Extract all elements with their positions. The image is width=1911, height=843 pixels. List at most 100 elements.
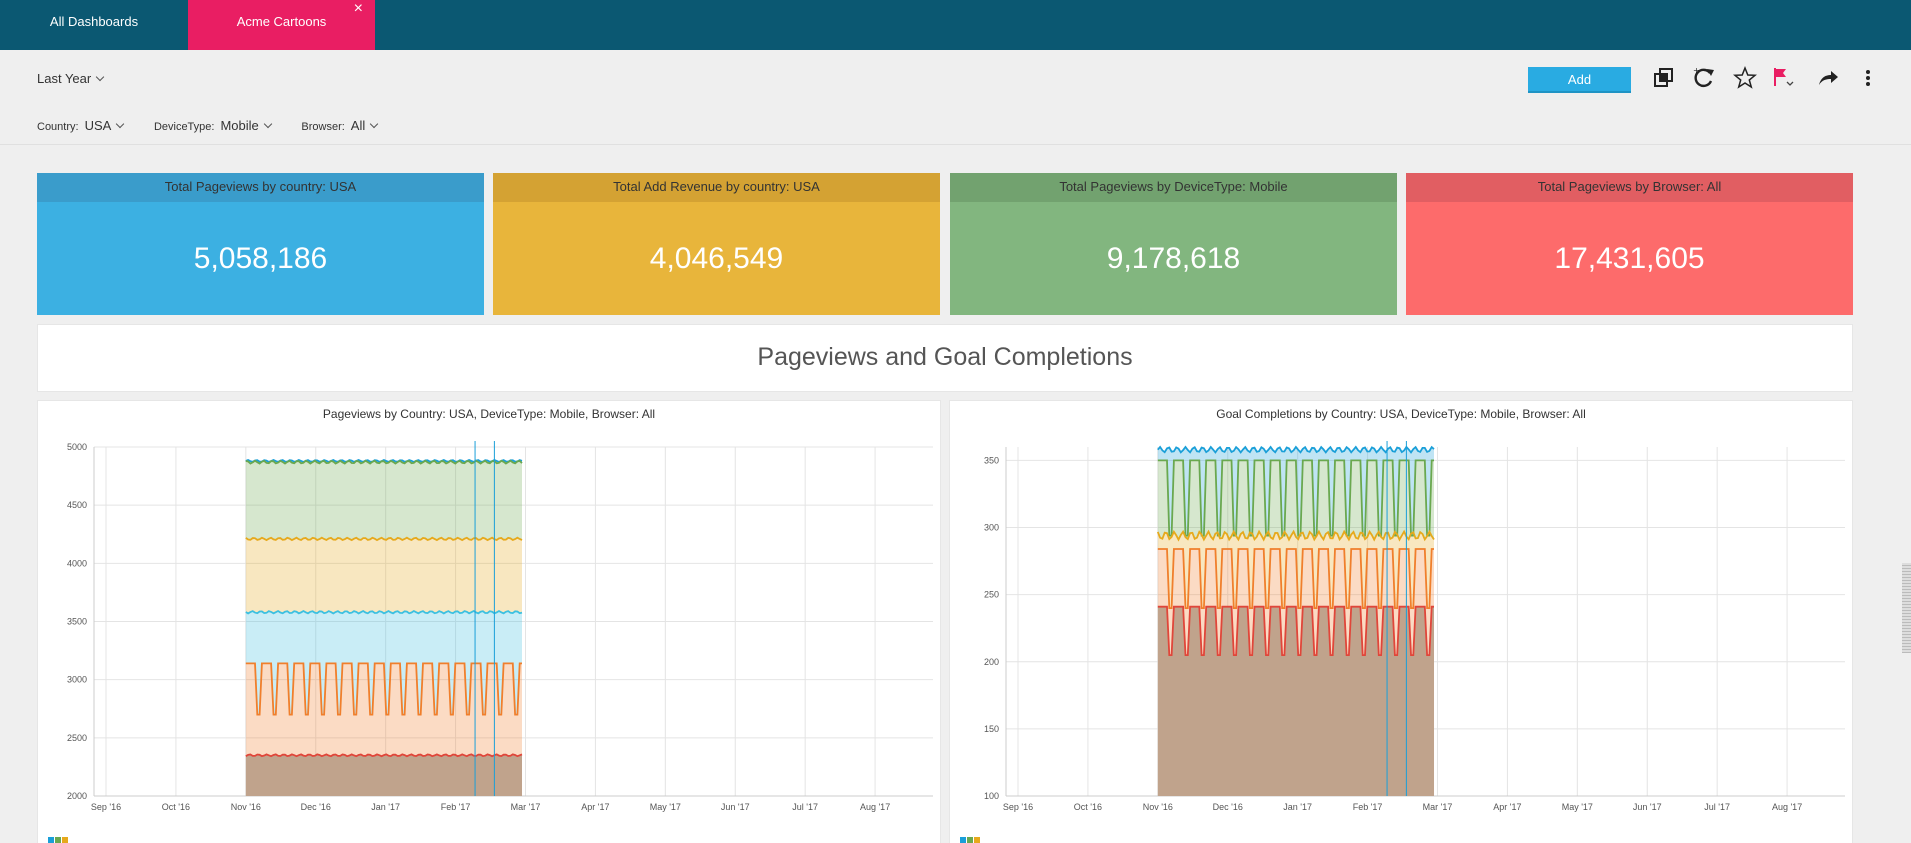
kpi-tile[interactable]: Total Pageviews by Browser: All 17,431,6… xyxy=(1406,173,1853,315)
filter-label: Country: xyxy=(37,121,79,133)
series-line xyxy=(245,536,523,542)
kpi-value: 5,058,186 xyxy=(193,242,328,275)
x-tick-label: Jul '17 xyxy=(1704,802,1730,812)
y-tick-label: 2000 xyxy=(67,791,87,801)
chart-plot: 350 300 250 200 150 100 Sep '16 Oct '16 Nov '16 D… xyxy=(984,441,1845,812)
series-line xyxy=(245,753,523,758)
filter-value: USA xyxy=(84,118,112,133)
kpi-title: Total Pageviews by DeviceType: Mobile xyxy=(950,173,1397,202)
kpi-value: 17,431,605 xyxy=(1554,242,1705,275)
x-tick-label: Oct '16 xyxy=(1074,802,1102,812)
series-area xyxy=(245,663,523,757)
y-tick-label: 350 xyxy=(984,455,999,465)
chart-title: Goal Completions by Country: USA, Device… xyxy=(1216,407,1586,421)
chevron-down-icon xyxy=(263,119,273,129)
y-tick-label: 150 xyxy=(984,724,999,734)
x-tick-label: May '17 xyxy=(650,802,681,812)
refresh-icon[interactable]: + xyxy=(1690,64,1718,92)
series-line xyxy=(1157,445,1435,454)
series-area xyxy=(1157,606,1435,796)
period-dropdown[interactable]: Last Year xyxy=(37,71,105,86)
copy-dashboard-icon[interactable] xyxy=(1650,64,1678,92)
close-icon[interactable]: × xyxy=(353,0,363,17)
series-line xyxy=(1157,548,1434,609)
chart-plot: 5000 4500 4000 3500 3000 2500 2000 Sep '16 Oct '… xyxy=(67,441,933,812)
legend-icon[interactable] xyxy=(48,837,68,843)
x-tick-label: Dec '16 xyxy=(301,802,331,812)
chevron-down-icon xyxy=(95,72,105,82)
series-line xyxy=(245,459,523,465)
y-tick-label: 250 xyxy=(984,590,999,600)
x-tick-label: Jun '17 xyxy=(1633,802,1662,812)
kpi-value: 9,178,618 xyxy=(1106,242,1241,275)
series-line xyxy=(245,609,523,615)
more-options-icon[interactable] xyxy=(1854,64,1882,92)
flag-icon[interactable] xyxy=(1769,64,1797,92)
section-header: Pageviews and Goal Completions xyxy=(37,324,1853,392)
add-button[interactable]: Add xyxy=(1528,67,1631,93)
filter-label: DeviceType: xyxy=(153,121,215,133)
filter-browser[interactable]: Browser: All xyxy=(301,118,379,133)
legend-icon[interactable] xyxy=(960,837,980,843)
dashboard-toolbar: Last Year Country: USA DeviceType: Mobile … xyxy=(0,50,1911,145)
y-tick-label: 2500 xyxy=(67,733,87,743)
x-tick-label: Jun '17 xyxy=(721,802,750,812)
x-tick-label: Jul '17 xyxy=(792,802,818,812)
series-line xyxy=(245,662,522,716)
x-tick-label: Dec '16 xyxy=(1213,802,1243,812)
series-line xyxy=(1157,605,1434,656)
kpi-tile[interactable]: Total Pageviews by country: USA 5,058,18… xyxy=(37,173,484,315)
y-tick-label: 200 xyxy=(984,657,999,667)
kpi-title: Total Pageviews by country: USA xyxy=(37,173,484,202)
tab-all-dashboards[interactable]: All Dashboards xyxy=(0,0,188,50)
y-tick-label: 5000 xyxy=(67,442,87,452)
y-tick-label: 3500 xyxy=(67,617,87,627)
filter-value: Mobile xyxy=(220,118,259,133)
kpi-value: 4,046,549 xyxy=(649,242,784,275)
share-icon[interactable] xyxy=(1814,64,1842,92)
filter-devicetype[interactable]: DeviceType: Mobile xyxy=(153,118,273,133)
x-tick-label: Jan '17 xyxy=(1283,802,1312,812)
x-tick-label: Sep '16 xyxy=(91,802,121,812)
tab-label: Acme Cartoons xyxy=(236,14,327,29)
x-tick-label: Nov '16 xyxy=(231,802,261,812)
x-tick-label: May '17 xyxy=(1562,802,1593,812)
x-tick-label: Aug '17 xyxy=(860,802,890,812)
filter-label: Browser: xyxy=(301,121,345,133)
x-tick-label: Jan '17 xyxy=(371,802,400,812)
x-tick-label: Feb '17 xyxy=(1353,802,1383,812)
series-area xyxy=(245,460,523,541)
goal-completions-chart[interactable]: Goal Completions by Country: USA, Device… xyxy=(949,400,1853,843)
star-icon[interactable] xyxy=(1731,64,1759,92)
scrollbar-thumb[interactable] xyxy=(1902,563,1911,653)
x-tick-label: Nov '16 xyxy=(1143,802,1173,812)
x-tick-label: Apr '17 xyxy=(1493,802,1521,812)
top-bar: All Dashboards Acme Cartoons × xyxy=(0,0,1911,50)
series-area xyxy=(245,537,523,614)
filter-value: All xyxy=(350,118,366,133)
tab-label: All Dashboards xyxy=(49,14,139,29)
series-area xyxy=(245,754,523,796)
x-tick-label: Feb '17 xyxy=(441,802,471,812)
series-area xyxy=(1157,549,1435,656)
y-tick-label: 4500 xyxy=(67,500,87,510)
series-line xyxy=(1156,529,1435,542)
filter-country[interactable]: Country: USA xyxy=(37,118,125,133)
series-line xyxy=(1157,459,1434,537)
series-area xyxy=(1157,460,1435,540)
y-tick-label: 100 xyxy=(984,791,999,801)
chevron-down-icon xyxy=(116,119,125,129)
kpi-tile[interactable]: Total Pageviews by DeviceType: Mobile 9,… xyxy=(950,173,1397,315)
pageviews-chart[interactable]: Pageviews by Country: USA, DeviceType: M… xyxy=(37,400,941,843)
chart-title: Pageviews by Country: USA, DeviceType: M… xyxy=(322,407,656,421)
filter-bar: Country: USA DeviceType: Mobile Browser: Al… xyxy=(37,118,404,133)
x-tick-label: Aug '17 xyxy=(1772,802,1802,812)
tab-acme-cartoons[interactable]: Acme Cartoons × xyxy=(188,0,375,50)
x-tick-label: Sep '16 xyxy=(1003,802,1033,812)
x-tick-label: Mar '17 xyxy=(511,802,541,812)
x-tick-label: Apr '17 xyxy=(581,802,609,812)
y-tick-label: 3000 xyxy=(67,675,87,685)
period-label: Last Year xyxy=(37,71,92,86)
x-tick-label: Mar '17 xyxy=(1423,802,1453,812)
kpi-tile[interactable]: Total Add Revenue by country: USA 4,046,… xyxy=(493,173,940,315)
